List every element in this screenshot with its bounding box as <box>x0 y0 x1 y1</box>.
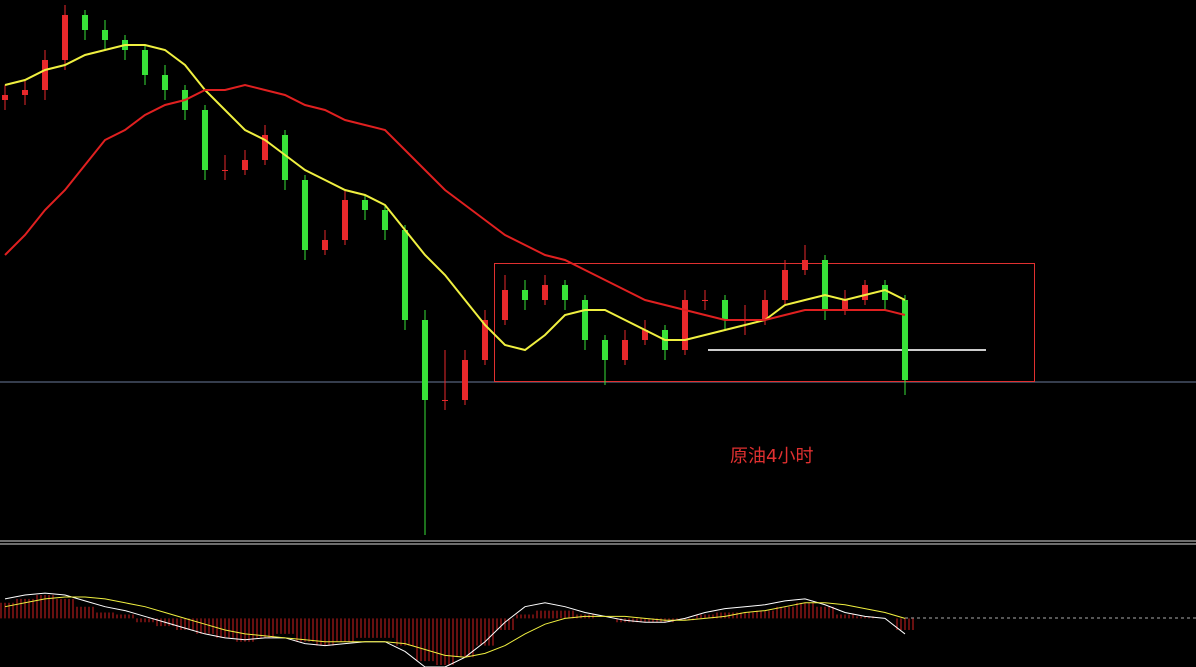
macd-dif <box>4 592 906 667</box>
candle-body <box>382 210 388 230</box>
candle-body <box>682 300 688 350</box>
candle-body <box>482 320 488 360</box>
candle-body <box>762 300 768 320</box>
candle-body <box>22 90 28 95</box>
candle-body <box>882 285 888 300</box>
candle-body <box>62 15 68 60</box>
candle-body <box>642 330 648 340</box>
candle-body <box>322 240 328 250</box>
candle-body <box>202 110 208 170</box>
annotation: 原油4小时 <box>730 446 813 467</box>
candle-body <box>342 200 348 240</box>
candle-body <box>902 300 908 380</box>
candle-body <box>842 300 848 310</box>
range-box <box>494 263 1035 382</box>
candle-body <box>2 95 8 100</box>
candle-body <box>562 285 568 300</box>
macd-dea <box>4 596 906 658</box>
candle-body <box>802 260 808 270</box>
candle-body <box>102 30 108 40</box>
candle-body <box>82 15 88 30</box>
moving-average <box>4 44 906 352</box>
candle-body <box>242 160 248 170</box>
candle-body <box>522 290 528 300</box>
candle-body <box>282 135 288 180</box>
candle-body <box>722 300 728 320</box>
candle-body <box>262 135 268 160</box>
candle-body <box>602 340 608 360</box>
candle-body <box>302 180 308 250</box>
moving-average <box>4 83 906 321</box>
candle-body <box>442 400 448 401</box>
candle-body <box>402 230 408 320</box>
candle-body <box>502 290 508 320</box>
candle-body <box>822 260 828 310</box>
candle-body <box>782 270 788 300</box>
candle-body <box>582 300 588 340</box>
candle-body <box>622 340 628 360</box>
candle-body <box>222 170 228 171</box>
candle-body <box>142 50 148 75</box>
candle-body <box>702 300 708 301</box>
candle-body <box>362 200 368 210</box>
candle-body <box>422 320 428 400</box>
candle-body <box>862 285 868 300</box>
candle-body <box>542 285 548 300</box>
candle-body <box>42 60 48 90</box>
candle-body <box>462 360 468 400</box>
candle-body <box>162 75 168 90</box>
